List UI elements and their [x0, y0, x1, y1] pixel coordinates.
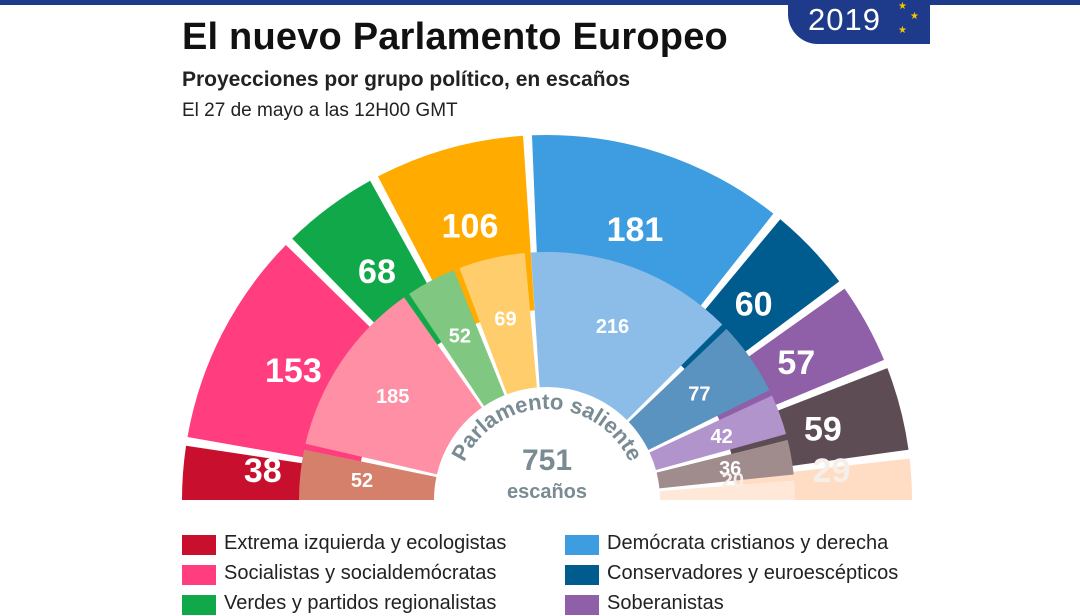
outer-seat-label: 38 — [244, 452, 282, 490]
inner-seat-label: 52 — [351, 470, 373, 492]
legend-label: Conservadores y euroescépticos — [607, 562, 899, 584]
inner-seat-segment — [459, 252, 537, 395]
inner-seat-label: 216 — [596, 316, 629, 338]
legend-swatch — [565, 535, 599, 555]
outer-seat-label: 153 — [265, 352, 322, 390]
page-subtitle: Proyecciones por grupo político, en esca… — [182, 68, 631, 91]
outer-seat-label: 60 — [735, 286, 773, 324]
star-icon: ★ — [910, 11, 919, 22]
inner-seat-segment — [530, 252, 723, 421]
star-icon: ★ — [898, 1, 907, 12]
legend-swatch — [182, 565, 216, 585]
legend-swatch — [565, 595, 599, 615]
inner-seat-segment — [628, 328, 770, 450]
inner-seat-segment — [305, 297, 482, 475]
center-total: 751 — [522, 444, 572, 477]
year-badge: 2019 ★ ★ ★ — [788, 0, 930, 44]
page-title: El nuevo Parlamento Europeo — [182, 16, 728, 58]
legend-label: Verdes y partidos regionalistas — [224, 592, 497, 614]
inner-seat-label: 185 — [376, 386, 409, 408]
inner-seat-label: 36 — [719, 458, 741, 480]
legend-label: Socialistas y socialdemócratas — [224, 562, 497, 584]
outer-seat-label: 57 — [777, 344, 815, 382]
outer-seat-label: 59 — [804, 410, 842, 448]
inner-seat-segment — [649, 395, 787, 470]
outer-seat-label: 181 — [607, 211, 664, 249]
legend-label: Demócrata cristianos y derecha — [607, 532, 889, 554]
inner-seat-segment — [659, 480, 795, 500]
legend-label: Extrema izquierda y ecologistas — [224, 532, 507, 554]
outer-seat-label: 29 — [813, 452, 851, 490]
legend-swatch — [565, 565, 599, 585]
inner-seat-label: 52 — [449, 326, 471, 348]
legend-swatch — [182, 595, 216, 615]
inner-seat-label: 20 — [722, 470, 744, 492]
inner-seat-segment — [409, 270, 505, 407]
inner-seat-segment — [299, 449, 437, 500]
inner-seat-label: 42 — [710, 426, 732, 448]
star-icon: ★ — [898, 25, 907, 36]
date-note: El 27 de mayo a las 12H00 GMT — [182, 100, 458, 121]
center-unit: escaños — [507, 481, 587, 503]
outer-seat-label: 106 — [442, 207, 499, 245]
top-bar — [0, 0, 1080, 5]
inner-seat-segment — [656, 439, 794, 489]
legend-label: Soberanistas — [607, 592, 724, 614]
outer-seat-label: 68 — [358, 253, 396, 291]
inner-seat-label: 69 — [494, 309, 516, 331]
legend-swatch — [182, 535, 216, 555]
inner-seat-label: 77 — [688, 383, 710, 405]
year-badge-text: 2019 — [808, 2, 881, 37]
